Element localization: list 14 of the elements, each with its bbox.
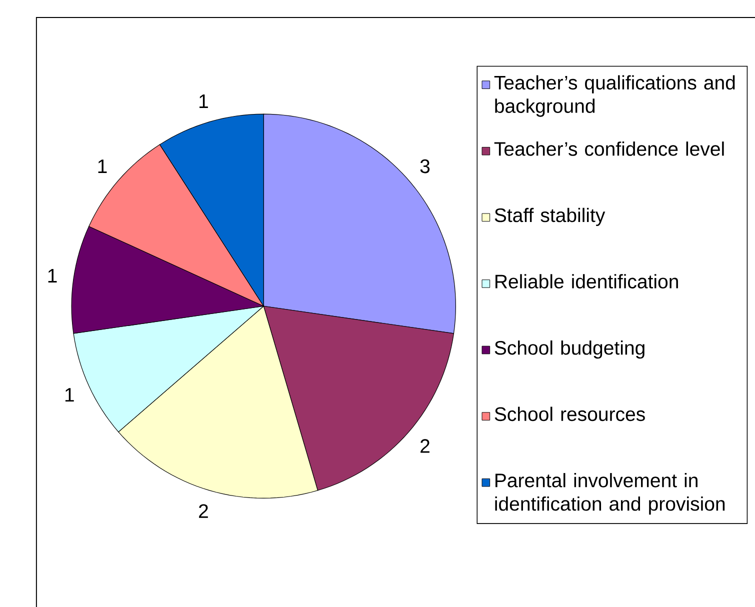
- legend-label: Teacher’s confidence level: [494, 141, 724, 156]
- legend-label: School resources: [494, 406, 645, 421]
- data-label: 1: [98, 159, 107, 173]
- legend-label: Teacher’s qualifications and background: [494, 75, 735, 117]
- data-label: 1: [65, 388, 74, 402]
- legend-label: Parental involvement in identification and provision: [495, 472, 725, 514]
- legend-label: School budgeting: [494, 340, 644, 358]
- data-label: 3: [420, 159, 430, 174]
- legend-label: Reliable identification: [496, 274, 678, 288]
- data-label: 1: [200, 94, 208, 108]
- data-label: 2: [420, 438, 430, 453]
- legend-label: Staff stability: [494, 208, 606, 226]
- data-label: 2: [199, 504, 208, 518]
- data-label: 1: [48, 268, 57, 282]
